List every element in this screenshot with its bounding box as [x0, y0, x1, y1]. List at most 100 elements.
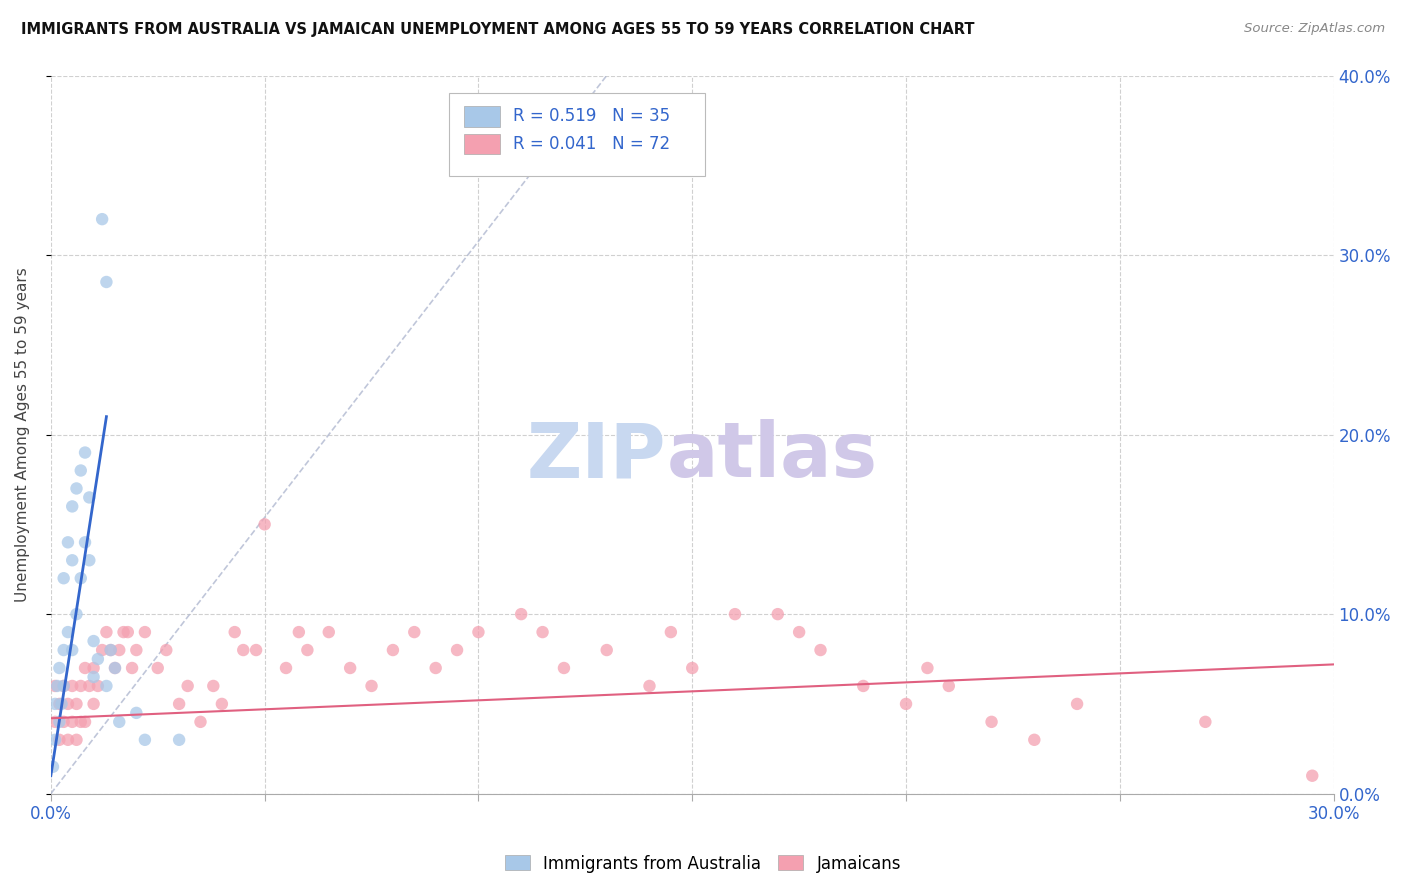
Point [60, 643, 83, 657]
Point [100, 643, 122, 657]
Point [894, 697, 917, 711]
Point [91, 643, 114, 657]
Point [83, 697, 105, 711]
Point [852, 679, 875, 693]
Point [146, 661, 169, 675]
Point [100, 643, 122, 657]
Text: ZIP: ZIP [527, 419, 666, 493]
Point [65, 732, 87, 747]
Point [48, 732, 70, 747]
Point [596, 643, 619, 657]
Point [766, 607, 789, 621]
Point [1194, 714, 1216, 729]
Text: Source: ZipAtlas.com: Source: ZipAtlas.com [1244, 22, 1385, 36]
FancyBboxPatch shape [449, 94, 704, 176]
Point [46, 679, 69, 693]
Point [60, 714, 83, 729]
Point [87, 652, 110, 666]
Point [96, 275, 118, 289]
Point [48, 714, 70, 729]
Point [125, 643, 148, 657]
Point [245, 643, 267, 657]
Point [96, 625, 118, 640]
Point [108, 643, 131, 657]
Point [52, 679, 75, 693]
Point [87, 679, 110, 693]
Point [69, 571, 91, 585]
Point [467, 625, 489, 640]
Point [56, 732, 79, 747]
Point [79, 491, 101, 505]
Point [52, 643, 75, 657]
Text: IMMIGRANTS FROM AUSTRALIA VS JAMAICAN UNEMPLOYMENT AMONG AGES 55 TO 59 YEARS COR: IMMIGRANTS FROM AUSTRALIA VS JAMAICAN UN… [21, 22, 974, 37]
Bar [464, 134, 499, 153]
Point [125, 706, 148, 720]
Point [73, 445, 96, 459]
Point [980, 714, 1002, 729]
Point [510, 607, 533, 621]
Point [44, 697, 66, 711]
Point [56, 697, 79, 711]
Point [44, 732, 66, 747]
Point [79, 553, 101, 567]
Point [134, 732, 156, 747]
Point [121, 661, 143, 675]
Point [73, 661, 96, 675]
Point [810, 643, 832, 657]
Point [167, 732, 190, 747]
Point [274, 661, 297, 675]
Point [211, 697, 233, 711]
Point [44, 714, 66, 729]
Point [253, 517, 276, 532]
Point [69, 463, 91, 477]
Point [52, 571, 75, 585]
Point [91, 212, 114, 227]
Point [65, 482, 87, 496]
Point [553, 661, 575, 675]
Point [44, 679, 66, 693]
Point [83, 634, 105, 648]
Point [42, 760, 65, 774]
Point [52, 714, 75, 729]
Point [917, 661, 939, 675]
Point [360, 679, 382, 693]
Point [65, 697, 87, 711]
Point [724, 607, 747, 621]
Point [404, 625, 426, 640]
Point [56, 535, 79, 549]
Point [167, 697, 190, 711]
Point [232, 643, 254, 657]
Point [190, 714, 212, 729]
Point [69, 679, 91, 693]
Point [69, 714, 91, 729]
Point [938, 679, 960, 693]
Point [65, 607, 87, 621]
Point [83, 670, 105, 684]
Point [117, 625, 139, 640]
Bar [464, 106, 499, 127]
Point [60, 679, 83, 693]
Point [73, 714, 96, 729]
Point [446, 643, 468, 657]
Point [425, 661, 447, 675]
Point [104, 661, 127, 675]
Point [155, 643, 177, 657]
Point [48, 697, 70, 711]
Point [681, 661, 703, 675]
Point [51, 697, 73, 711]
Point [1024, 732, 1046, 747]
Point [60, 553, 83, 567]
Y-axis label: Unemployment Among Ages 55 to 59 years: Unemployment Among Ages 55 to 59 years [15, 268, 30, 602]
Point [108, 714, 131, 729]
Point [60, 500, 83, 514]
Point [339, 661, 361, 675]
Point [96, 679, 118, 693]
Point [104, 661, 127, 675]
Point [1301, 769, 1323, 783]
Text: atlas: atlas [666, 419, 877, 493]
Point [52, 679, 75, 693]
Point [112, 625, 135, 640]
Point [83, 661, 105, 675]
Point [659, 625, 682, 640]
Point [531, 625, 554, 640]
